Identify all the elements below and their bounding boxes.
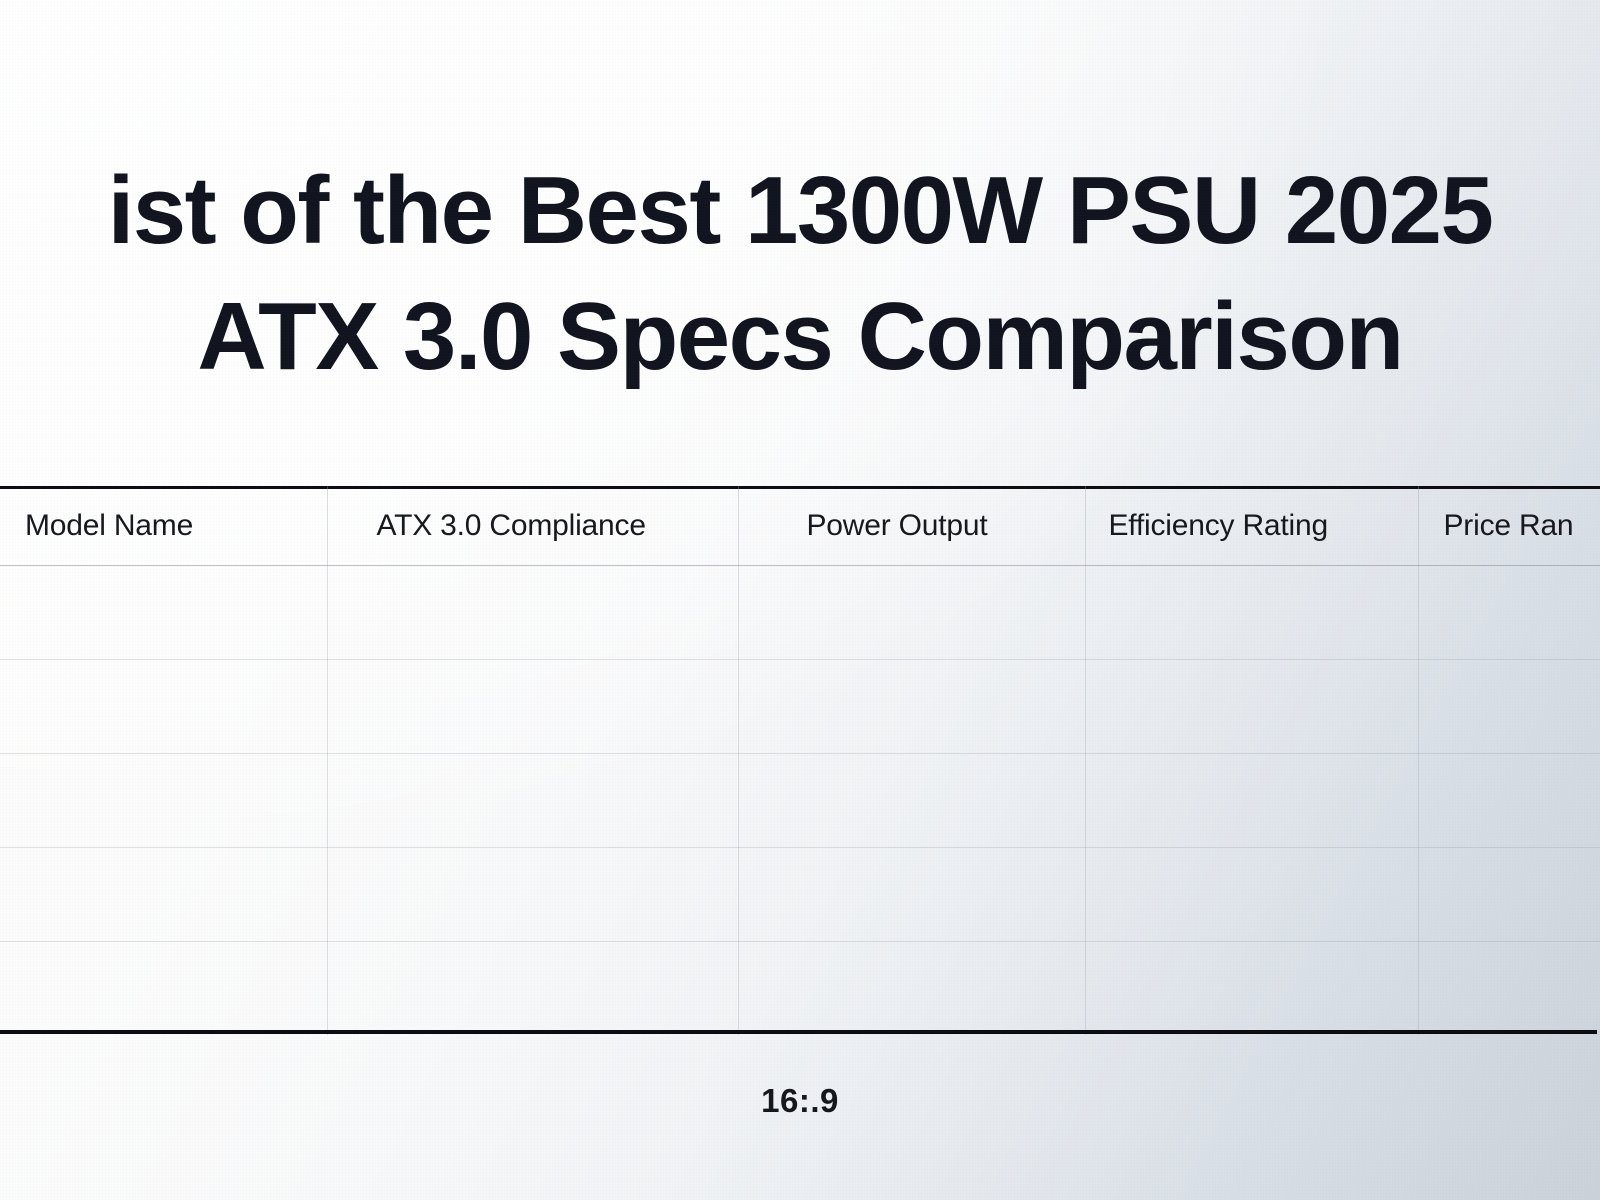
table-body (0, 565, 1600, 1036)
cell-power-output (738, 659, 1086, 754)
cell-atx-compliance (327, 941, 739, 1035)
column-header-power-output[interactable]: Power Output (738, 486, 1086, 566)
table-header: Model Name ATX 3.0 Compliance Power Outp… (0, 486, 1600, 566)
cell-price-range (1418, 847, 1600, 942)
cell-model-name (0, 941, 328, 1035)
cell-price-range (1418, 565, 1600, 660)
cell-efficiency-rating (1085, 941, 1419, 1035)
aspect-ratio-caption: 16:.9 (761, 1082, 839, 1119)
cell-price-range (1418, 659, 1600, 754)
column-header-model-name[interactable]: Model Name (0, 486, 328, 566)
specs-table-element: Model Name ATX 3.0 Compliance Power Outp… (0, 486, 1600, 1035)
cell-price-range (1418, 753, 1600, 848)
cell-atx-compliance (327, 753, 739, 848)
cell-model-name (0, 753, 328, 848)
cell-price-range (1418, 942, 1600, 1036)
table-row[interactable] (0, 753, 1600, 848)
cell-power-output (738, 941, 1086, 1035)
page-title: ist of the Best 1300W PSU 2025 ATX 3.0 S… (0, 148, 1600, 400)
page-title-line-2: ATX 3.0 Specs Comparison (197, 282, 1404, 390)
table-row[interactable] (0, 565, 1600, 660)
column-header-atx-compliance[interactable]: ATX 3.0 Compliance (327, 486, 739, 566)
cell-power-output (738, 565, 1086, 660)
page-title-line-1: ist of the Best 1300W PSU 2025 (107, 157, 1494, 264)
cell-efficiency-rating (1085, 847, 1419, 942)
table-row[interactable] (0, 659, 1600, 754)
cell-model-name (0, 847, 328, 942)
cell-atx-compliance (327, 565, 739, 660)
table-bottom-rule (0, 1030, 1597, 1034)
cell-atx-compliance (327, 847, 739, 942)
table-row[interactable] (0, 941, 1600, 1036)
cell-atx-compliance (327, 659, 739, 754)
cell-efficiency-rating (1085, 753, 1419, 848)
column-header-efficiency-rating[interactable]: Efficiency Rating (1085, 486, 1419, 566)
cell-model-name (0, 659, 328, 754)
cell-efficiency-rating (1085, 659, 1419, 754)
cell-efficiency-rating (1085, 565, 1419, 660)
table-row[interactable] (0, 847, 1600, 942)
cell-power-output (738, 847, 1086, 942)
column-header-price-range[interactable]: Price Ran (1418, 486, 1600, 566)
table-header-row: Model Name ATX 3.0 Compliance Power Outp… (0, 486, 1600, 566)
cell-power-output (738, 753, 1086, 848)
specs-comparison-table: Model Name ATX 3.0 Compliance Power Outp… (0, 486, 1600, 1035)
cell-model-name (0, 565, 328, 660)
